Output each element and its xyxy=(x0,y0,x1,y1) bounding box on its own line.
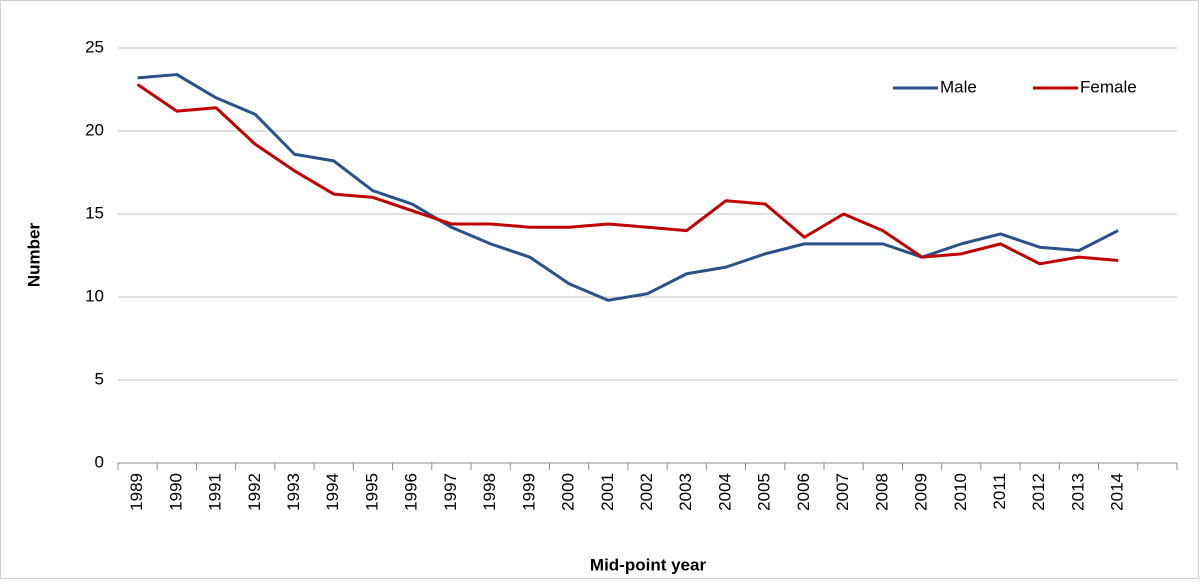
x-tick-label: 2011 xyxy=(990,473,1009,510)
x-tick-label: 2002 xyxy=(637,473,656,511)
x-tick-label: 1991 xyxy=(206,473,225,511)
x-tick-label: 2012 xyxy=(1029,473,1048,511)
x-tick-label: 2008 xyxy=(872,473,891,511)
x-tick-label: 1990 xyxy=(166,473,185,511)
x-tick-label: 1997 xyxy=(441,473,460,511)
x-tick-label: 1993 xyxy=(284,473,303,511)
x-tick-label: 2009 xyxy=(912,473,931,511)
x-tick-label: 1994 xyxy=(323,473,342,511)
x-tick-label: 1998 xyxy=(480,473,499,511)
x-tick-label: 2010 xyxy=(951,473,970,511)
x-tick-label: 1989 xyxy=(127,473,146,511)
x-tick-label: 2007 xyxy=(833,473,852,511)
series-line xyxy=(136,83,1119,266)
y-axis-title: Number xyxy=(24,223,43,288)
y-tick-label: 5 xyxy=(95,369,104,388)
series-line xyxy=(137,73,1119,302)
x-tick-label: 2004 xyxy=(715,473,734,511)
y-tick-label: 0 xyxy=(95,452,104,471)
x-tick-label: 2000 xyxy=(559,473,578,511)
y-tick-label: 10 xyxy=(85,286,104,305)
x-tick-label: 2013 xyxy=(1068,473,1087,511)
x-tick-label: 2003 xyxy=(676,473,695,511)
legend-label: Male xyxy=(940,77,977,96)
x-tick-label: 1999 xyxy=(519,473,538,511)
x-tick-label: 2001 xyxy=(598,473,617,511)
x-tick-label: 1996 xyxy=(402,473,421,511)
y-tick-label: 25 xyxy=(85,37,104,56)
legend-label: Female xyxy=(1080,77,1137,96)
x-tick-label: 2005 xyxy=(755,473,774,511)
x-tick-label: 2014 xyxy=(1108,473,1127,511)
x-axis-title: Mid-point year xyxy=(590,555,707,574)
x-tick-label: 1992 xyxy=(245,473,264,511)
x-tick-label: 2006 xyxy=(794,473,813,511)
y-tick-label: 20 xyxy=(85,120,104,139)
y-tick-label: 15 xyxy=(85,203,104,222)
x-tick-label: 1995 xyxy=(362,473,381,511)
